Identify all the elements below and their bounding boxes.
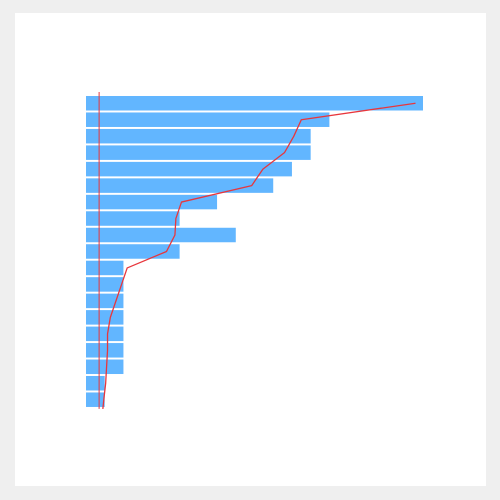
trend-line [102, 102, 416, 409]
bar-18 [86, 375, 105, 391]
bar-14 [86, 310, 124, 325]
bar-12 [86, 277, 124, 292]
bar-8 [86, 211, 180, 226]
bar-7 [86, 194, 218, 210]
bar-19 [86, 392, 105, 407]
bar-2 [86, 112, 330, 127]
bar-11 [86, 260, 124, 276]
bars-layer [86, 96, 423, 407]
bar-17 [86, 359, 124, 375]
bar-6 [86, 178, 274, 193]
bar-9 [86, 227, 236, 243]
bar-3 [86, 128, 311, 144]
bar-1 [86, 96, 423, 111]
bar-16 [86, 343, 124, 358]
bar-4 [86, 145, 311, 160]
line-layer [98, 92, 416, 409]
bar-15 [86, 326, 124, 342]
bar-5 [86, 161, 292, 177]
